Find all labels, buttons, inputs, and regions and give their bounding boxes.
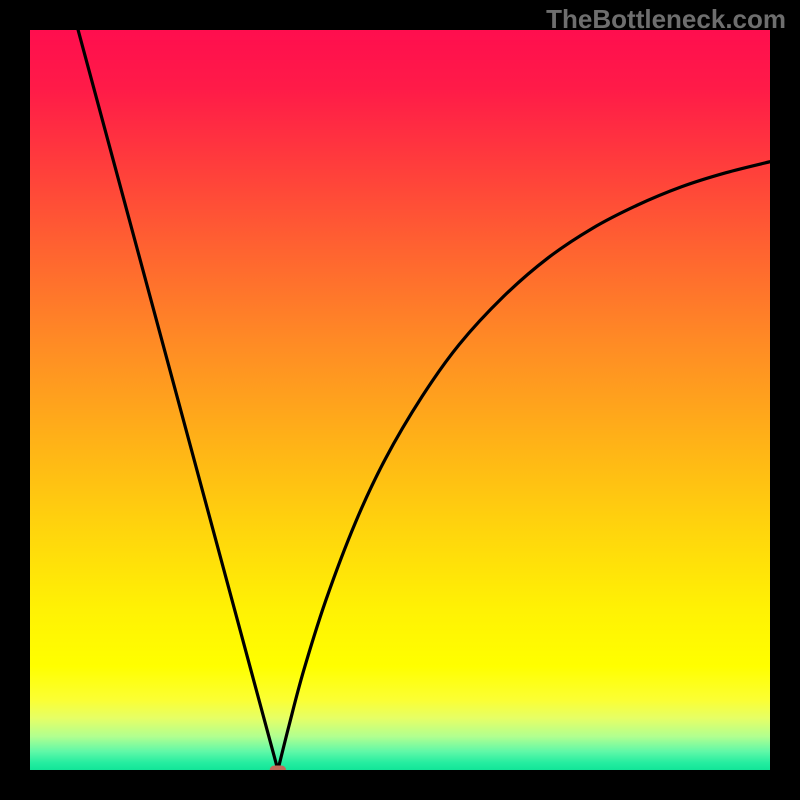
plot-area <box>30 30 770 770</box>
figure-container: TheBottleneck.com <box>0 0 800 800</box>
chart-background <box>30 30 770 770</box>
bottleneck-chart <box>30 30 770 770</box>
minimum-marker <box>270 766 286 770</box>
